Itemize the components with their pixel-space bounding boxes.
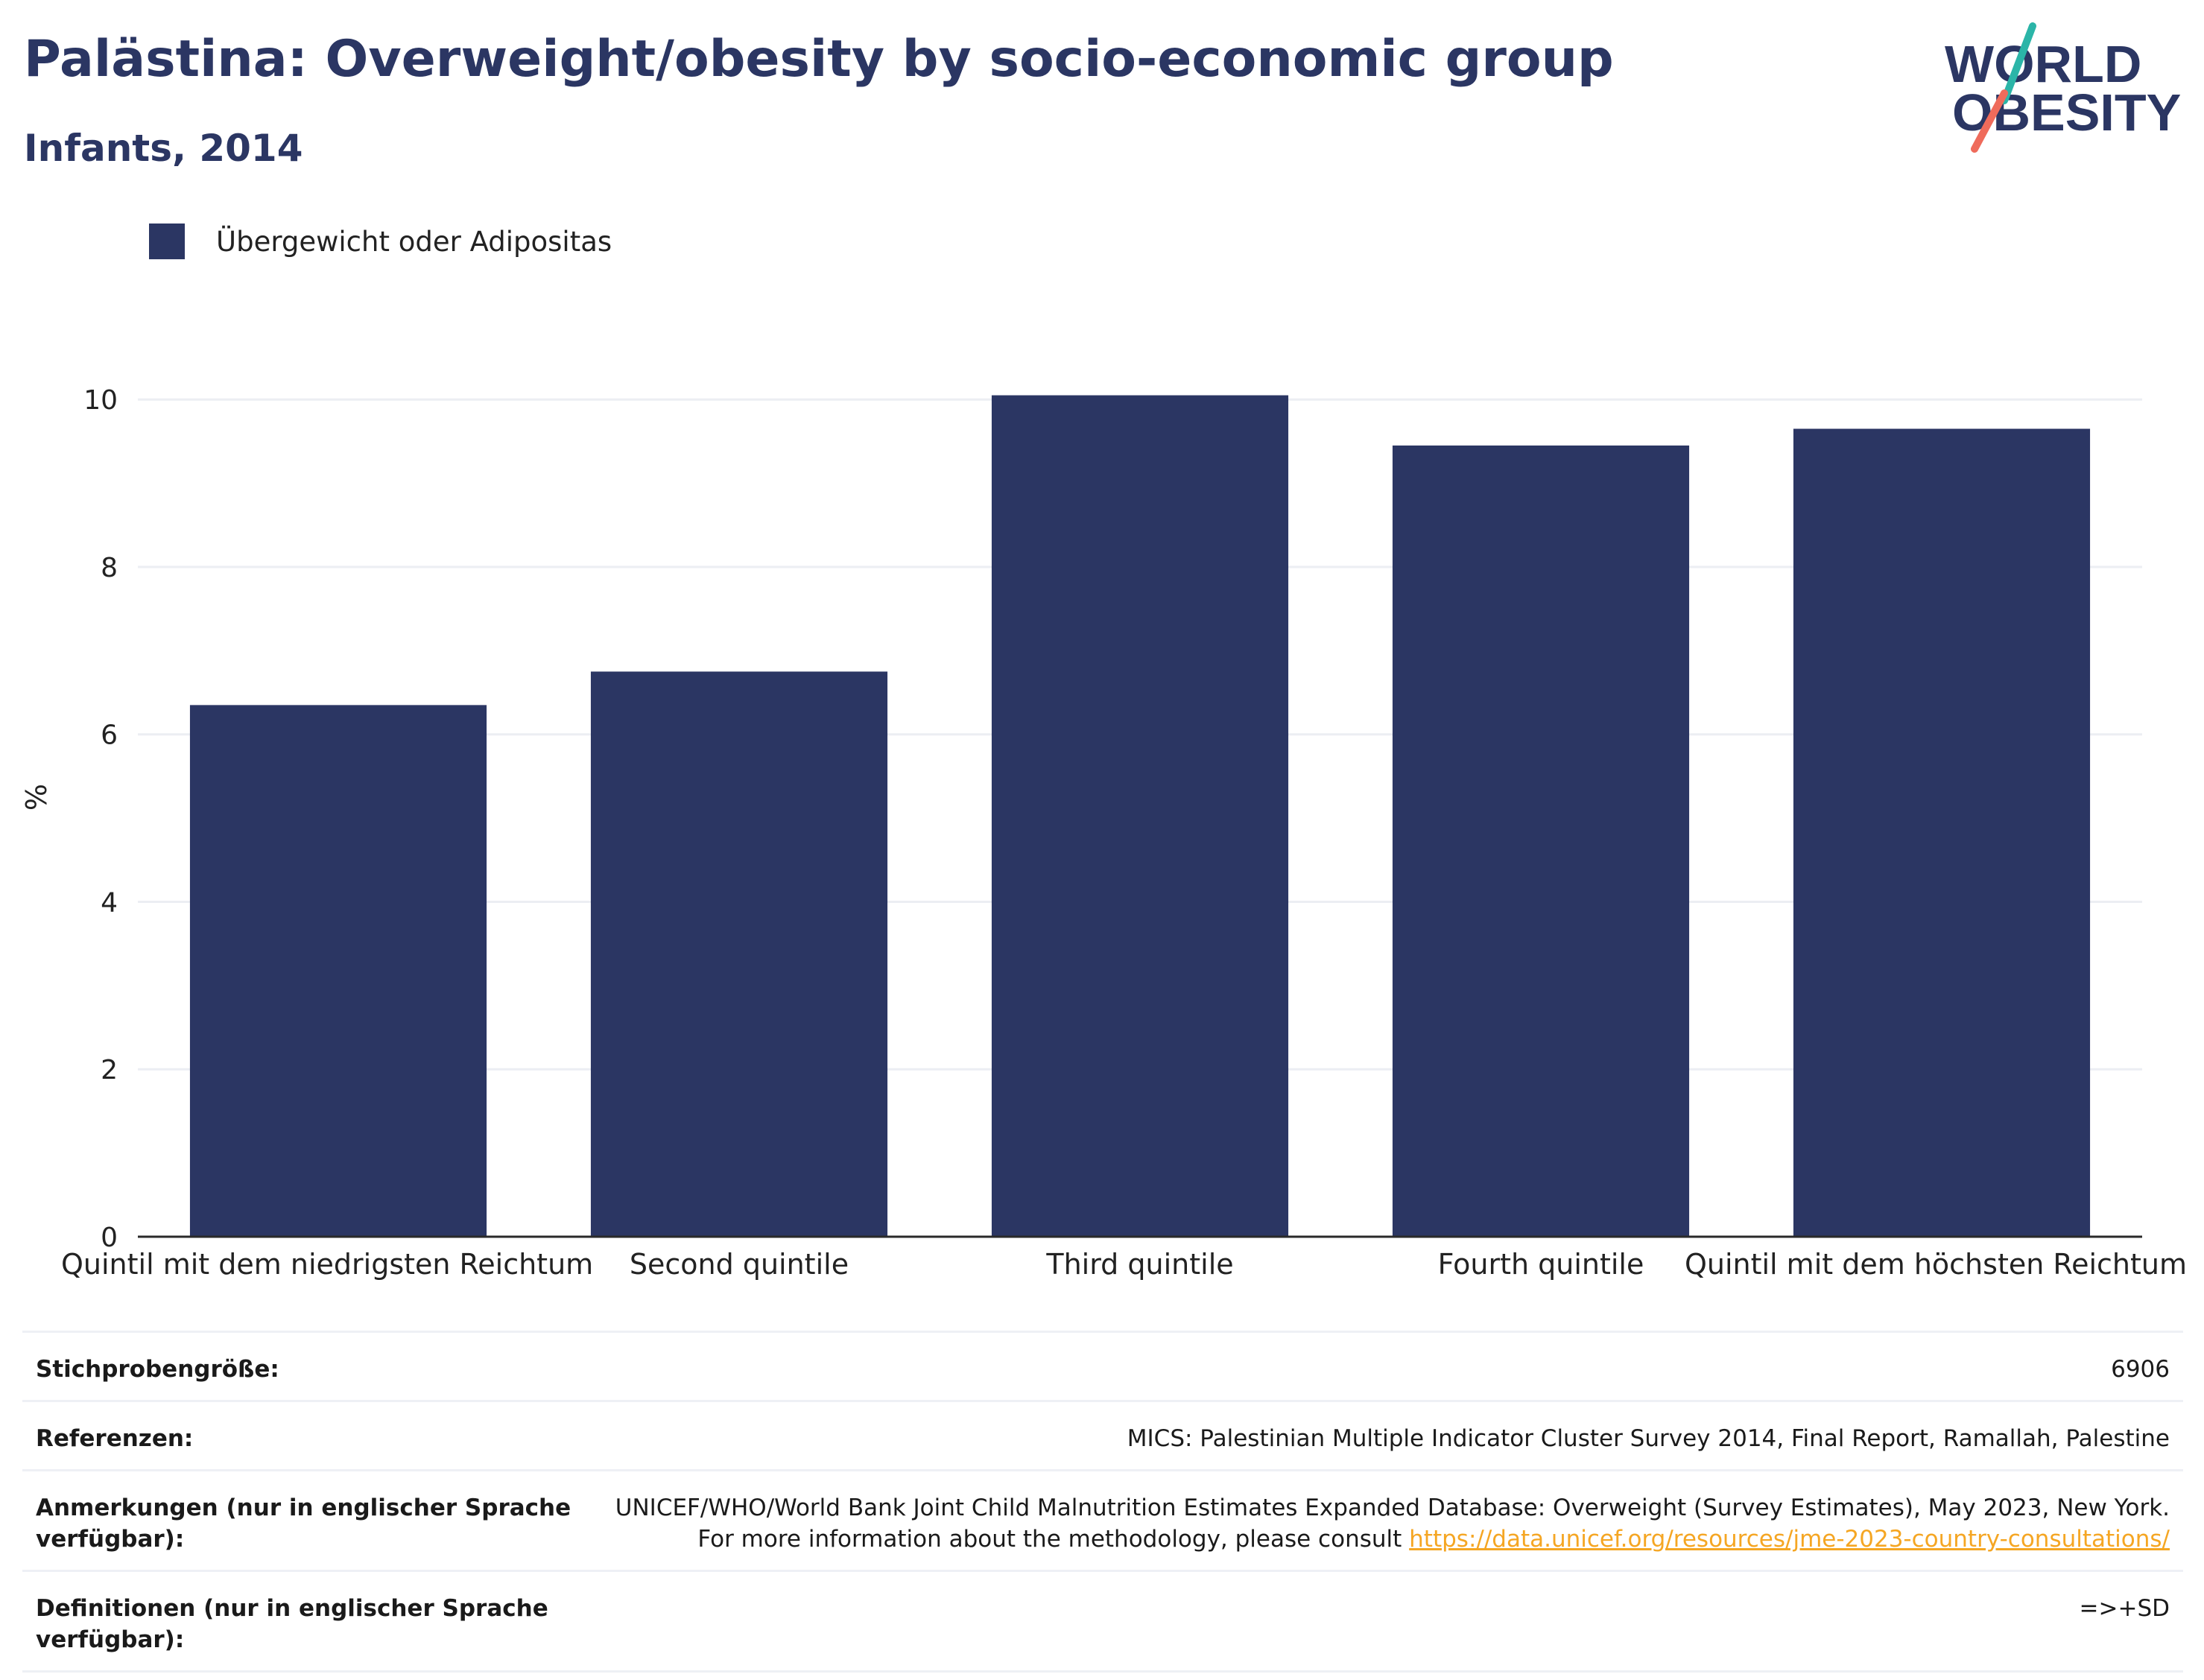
chart-title: Palästina: Overweight/obesity by socio-e…	[24, 30, 1614, 89]
y-tick-labels: 0 2 4 6 8 10	[83, 385, 118, 1253]
y-axis-label: %	[20, 784, 53, 811]
methodology-link[interactable]: https://data.unicef.org/resources/jme-20…	[1409, 1526, 2170, 1553]
info-table: Stichprobengröße: 6906 Referenzen: MICS:…	[22, 1331, 2183, 1673]
y-tick-label: 0	[101, 1223, 118, 1253]
x-tick-label: Second quintile	[630, 1248, 849, 1281]
bar[interactable]	[1392, 446, 1690, 1237]
info-row-notes: Anmerkungen (nur in englischer Sprache v…	[22, 1469, 2183, 1570]
x-tick-labels: Quintil mit dem niedrigsten Reichtum Seco…	[61, 1248, 2187, 1281]
y-tick-label: 2	[101, 1055, 118, 1085]
info-label: Anmerkungen (nur in englischer Sprache v…	[36, 1494, 571, 1553]
logo-slash-teal	[2001, 22, 2036, 104]
bar-chart: 0 2 4 6 8 10 Quintil mit dem niedrigsten Reic…	[20, 385, 2187, 1281]
bar[interactable]	[1793, 428, 2091, 1237]
bar[interactable]	[991, 395, 1289, 1237]
info-row-definitions: Definitionen (nur in englischer Sprache …	[22, 1570, 2183, 1673]
info-label: Referenzen:	[36, 1425, 194, 1452]
y-tick-label: 8	[101, 553, 118, 583]
bars	[189, 395, 2091, 1237]
info-value-text: UNICEF/WHO/World Bank Joint Child Malnut…	[615, 1494, 2170, 1553]
y-tick-label: 4	[101, 887, 118, 918]
info-row-sample-size: Stichprobengröße: 6906	[22, 1331, 2183, 1400]
bar[interactable]	[590, 671, 888, 1237]
legend[interactable]: Übergewicht oder Adipositas	[149, 221, 612, 262]
info-value: =>+SD	[2079, 1595, 2170, 1622]
y-tick-label: 6	[101, 720, 118, 751]
info-label: Definitionen (nur in englischer Sprache …	[36, 1595, 548, 1653]
logo-slash-coral	[1971, 89, 2008, 153]
x-tick-label: Quintil mit dem niedrigsten Reichtum	[61, 1248, 593, 1281]
y-tick-label: 10	[83, 385, 118, 416]
world-obesity-logo: WORLD OBESITY	[1945, 22, 2181, 153]
info-value: UNICEF/WHO/World Bank Joint Child Malnut…	[605, 1492, 2170, 1555]
bar[interactable]	[189, 705, 487, 1237]
legend-swatch	[149, 224, 185, 259]
x-tick-label: Third quintile	[1045, 1248, 1233, 1281]
x-tick-label: Fourth quintile	[1438, 1248, 1644, 1281]
info-value: 6906	[2111, 1356, 2170, 1383]
info-label: Stichprobengröße:	[36, 1356, 279, 1383]
logo-word-world: WORLD	[1945, 35, 2141, 93]
info-row-references: Referenzen: MICS: Palestinian Multiple I…	[22, 1400, 2183, 1469]
chart-subtitle: Infants, 2014	[24, 127, 303, 170]
legend-label: Übergewicht oder Adipositas	[216, 225, 612, 258]
x-tick-label: Quintil mit dem höchsten Reichtum	[1685, 1248, 2187, 1281]
info-value: MICS: Palestinian Multiple Indicator Clu…	[1127, 1425, 2170, 1452]
